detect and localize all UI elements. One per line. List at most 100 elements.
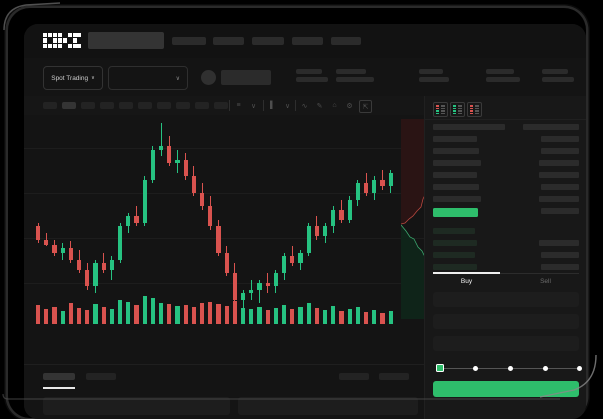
nav-item-1[interactable] xyxy=(213,37,244,45)
timeframe-3[interactable] xyxy=(100,102,114,109)
candle-body xyxy=(347,199,352,220)
orderbook-mode-both-icon[interactable] xyxy=(433,102,448,117)
chart-type-icon[interactable]: ▌ xyxy=(270,102,275,109)
volume-bar xyxy=(380,312,385,324)
settings-icon[interactable]: ⚙ xyxy=(346,102,353,110)
chevron-down-icon[interactable]: ∨ xyxy=(250,102,257,110)
volume-bar xyxy=(142,296,147,324)
volume-bar xyxy=(347,309,352,324)
orderbook-row-bid[interactable] xyxy=(433,252,475,258)
toolbar-divider xyxy=(229,100,230,111)
orderbook-row-bid[interactable] xyxy=(433,228,475,234)
candle-body xyxy=(68,248,73,260)
slider-handle[interactable] xyxy=(436,364,444,372)
timeframe-9[interactable] xyxy=(214,102,228,109)
search-input[interactable] xyxy=(88,32,164,49)
pair-selector[interactable]: ∨ xyxy=(108,66,188,90)
timeframe-4[interactable] xyxy=(119,102,133,109)
candle-body xyxy=(249,289,254,293)
line-study-icon[interactable]: ∿ xyxy=(301,102,308,110)
nav-item-2[interactable] xyxy=(252,37,284,45)
bottom-action-0[interactable] xyxy=(339,373,369,380)
volume-bar xyxy=(323,309,328,324)
candle-body xyxy=(60,248,65,253)
price-input[interactable] xyxy=(433,292,579,307)
bottom-field-left[interactable] xyxy=(43,397,230,415)
orderbook-row-selected[interactable] xyxy=(433,208,478,217)
candle-body xyxy=(273,273,278,287)
candle-body xyxy=(339,209,344,220)
bottom-tab-1[interactable] xyxy=(86,373,116,380)
candle-body xyxy=(290,256,295,263)
slider-stop-2[interactable] xyxy=(508,365,513,371)
candle-body xyxy=(364,183,369,193)
timeframe-6[interactable] xyxy=(157,102,171,109)
volume-bar xyxy=(126,301,131,324)
orderbook-mode-asks-icon[interactable] xyxy=(467,102,482,117)
nav-item-4[interactable] xyxy=(331,37,361,45)
pencil-icon[interactable]: ✎ xyxy=(316,102,323,110)
orderbook-row-ask[interactable] xyxy=(433,148,479,154)
bottom-field-right[interactable] xyxy=(238,397,418,415)
orderbook-row-ask[interactable] xyxy=(433,124,505,130)
orderbook-mode-bids-icon[interactable] xyxy=(450,102,465,117)
indicators-icon[interactable]: ≡ xyxy=(236,102,241,109)
orderbook-row-ask[interactable] xyxy=(433,172,477,178)
timeframe-7[interactable] xyxy=(176,102,190,109)
slider-stop-3[interactable] xyxy=(543,365,548,371)
total-input[interactable] xyxy=(433,336,579,351)
toolbar-divider-3 xyxy=(295,100,296,111)
bottom-tab-active-underline xyxy=(43,387,75,389)
spot-trading-dropdown[interactable]: Spot Trading ∨ xyxy=(43,66,103,90)
candle-body xyxy=(142,179,147,223)
orderbook-row-value xyxy=(539,172,579,178)
volume-bar xyxy=(118,299,123,324)
order-form-tabbar xyxy=(433,273,579,274)
volume-bar xyxy=(175,306,180,324)
candle-body xyxy=(265,283,270,287)
timeframe-5[interactable] xyxy=(138,102,152,109)
orderbook-row-ask[interactable] xyxy=(433,136,477,142)
timeframe-2[interactable] xyxy=(81,102,95,109)
timeframe-0[interactable] xyxy=(43,102,57,109)
okx-logo-icon[interactable] xyxy=(43,33,81,48)
bottom-tab-0-active[interactable] xyxy=(43,373,75,380)
timeframe-8[interactable] xyxy=(195,102,209,109)
spot-trading-label: Spot Trading xyxy=(51,74,89,82)
volume-bar xyxy=(224,306,229,324)
slider-stop-1[interactable] xyxy=(473,365,478,371)
candle-body xyxy=(183,159,188,177)
orderbook-row-bid[interactable] xyxy=(433,264,477,270)
orderbook-row-ask[interactable] xyxy=(433,196,481,202)
timeframe-1-active[interactable] xyxy=(62,102,76,109)
tab-sell[interactable]: Sell xyxy=(540,278,551,285)
amount-slider[interactable] xyxy=(435,364,583,372)
orderbook-header-divider xyxy=(425,119,586,120)
submit-buy-button[interactable] xyxy=(433,381,579,397)
slider-stop-4[interactable] xyxy=(577,365,582,371)
candle-body xyxy=(232,273,237,300)
candle-body xyxy=(150,149,155,180)
fullscreen-icon[interactable]: ⇱ xyxy=(359,100,372,113)
orderbook-row-bid[interactable] xyxy=(433,240,477,246)
volume-bar xyxy=(290,309,295,324)
orderbook-row-ask[interactable] xyxy=(433,184,479,190)
volume-bar xyxy=(101,307,106,324)
amount-input[interactable] xyxy=(433,314,579,329)
bottom-action-1[interactable] xyxy=(379,373,409,380)
nav-item-3[interactable] xyxy=(292,37,323,45)
candle-body xyxy=(257,283,262,290)
orderbook-row-ask[interactable] xyxy=(433,160,481,166)
nav-item-0[interactable] xyxy=(172,37,206,45)
candle-body xyxy=(159,146,164,150)
candle-body xyxy=(224,253,229,273)
chevron-down-2-icon[interactable]: ∨ xyxy=(284,102,291,110)
candle-wick xyxy=(259,279,260,303)
alert-icon[interactable]: ⌂ xyxy=(332,102,337,109)
tab-buy[interactable]: Buy xyxy=(460,278,473,285)
candle-body xyxy=(93,263,98,287)
candlestick-chart[interactable] xyxy=(24,115,424,364)
orderbook-row-value xyxy=(541,136,579,142)
orderbook-row-value xyxy=(541,208,579,214)
volume-bar xyxy=(388,310,393,324)
